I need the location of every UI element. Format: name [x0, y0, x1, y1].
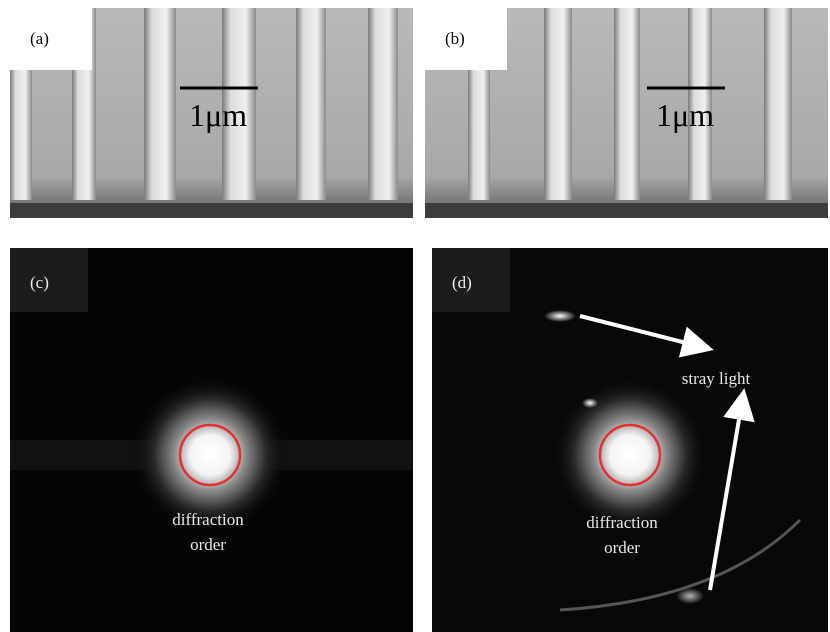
stray-spot [582, 398, 598, 408]
panel-a: (a) 1μm [10, 8, 413, 218]
annotation: diffraction [172, 510, 244, 529]
panel-b: (b) 1μm [425, 8, 828, 218]
panel-label: (b) [445, 29, 465, 48]
label-box [10, 8, 92, 70]
panel-c: (c) diffraction order [10, 248, 413, 632]
panel-label: (a) [30, 29, 49, 48]
panel-d: (d) diffraction order stray light [432, 248, 828, 632]
annotation: order [190, 535, 226, 554]
annotation: order [604, 538, 640, 557]
callout: stray light [682, 369, 751, 388]
scale-bar-label: 1μm [656, 97, 714, 133]
figure: (a) 1μm (b) 1μm (c) diffraction order [0, 0, 830, 632]
stray-spot [544, 310, 576, 322]
panel-label: (c) [30, 273, 49, 292]
annotation: diffraction [586, 513, 658, 532]
stray-spot [676, 588, 704, 604]
panel-label: (d) [452, 273, 472, 292]
label-box [425, 8, 507, 70]
glow [550, 375, 710, 535]
scale-bar-label: 1μm [189, 97, 247, 133]
label-box [10, 248, 88, 312]
